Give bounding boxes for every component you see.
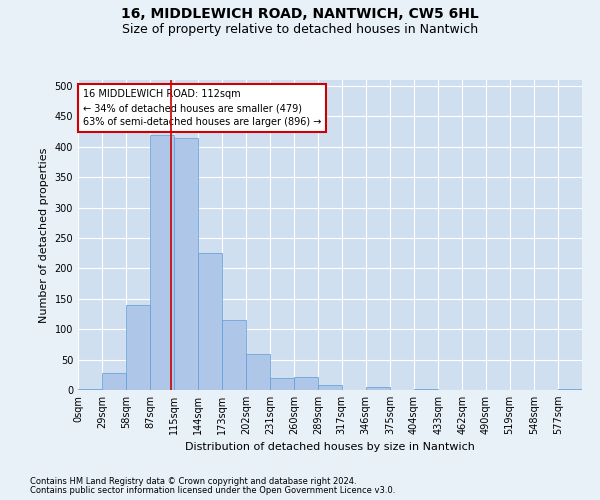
Bar <box>174 138 197 390</box>
Bar <box>295 376 318 390</box>
Text: Contains HM Land Registry data © Crown copyright and database right 2024.: Contains HM Land Registry data © Crown c… <box>30 478 356 486</box>
Bar <box>127 305 150 390</box>
Bar <box>246 354 270 390</box>
Bar <box>78 389 102 390</box>
Text: Size of property relative to detached houses in Nantwich: Size of property relative to detached ho… <box>122 22 478 36</box>
Text: 16 MIDDLEWICH ROAD: 112sqm
← 34% of detached houses are smaller (479)
63% of sem: 16 MIDDLEWICH ROAD: 112sqm ← 34% of deta… <box>83 90 322 128</box>
Bar <box>414 389 438 390</box>
Bar <box>270 378 294 390</box>
Text: Distribution of detached houses by size in Nantwich: Distribution of detached houses by size … <box>185 442 475 452</box>
Bar <box>319 385 341 390</box>
Bar <box>558 389 582 390</box>
Bar <box>366 387 390 390</box>
Bar <box>222 320 246 390</box>
Y-axis label: Number of detached properties: Number of detached properties <box>39 148 49 322</box>
Bar <box>151 134 173 390</box>
Bar <box>198 253 222 390</box>
Bar <box>102 373 126 390</box>
Text: Contains public sector information licensed under the Open Government Licence v3: Contains public sector information licen… <box>30 486 395 495</box>
Text: 16, MIDDLEWICH ROAD, NANTWICH, CW5 6HL: 16, MIDDLEWICH ROAD, NANTWICH, CW5 6HL <box>121 8 479 22</box>
